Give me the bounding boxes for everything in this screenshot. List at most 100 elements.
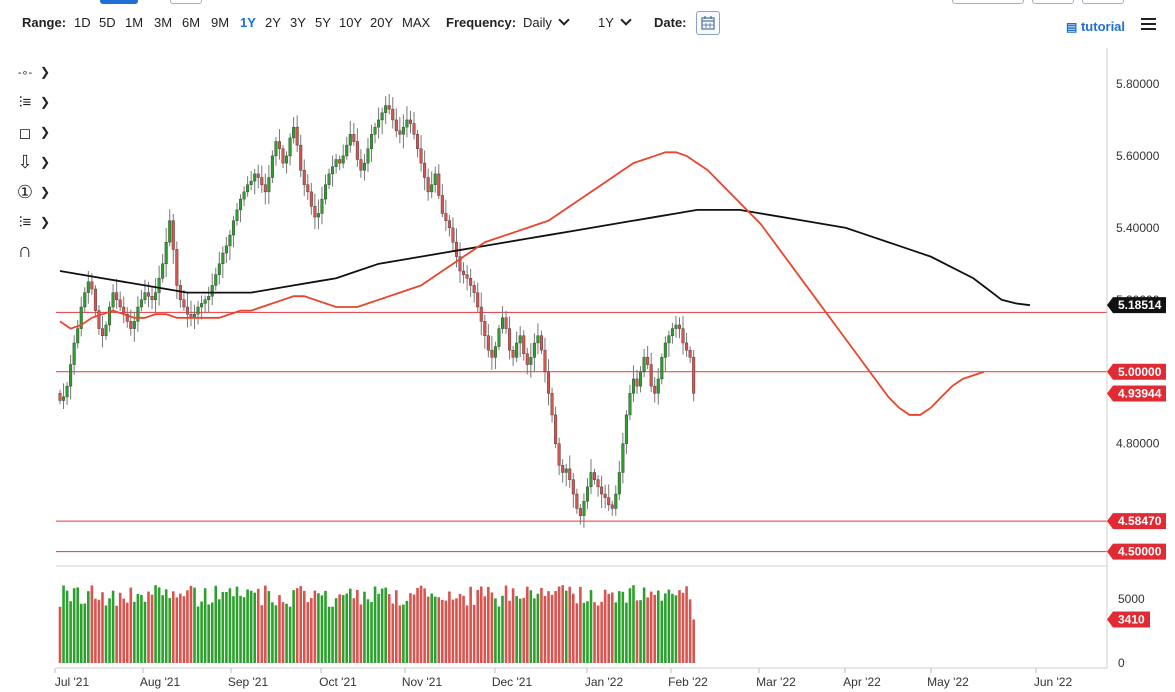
range-3m[interactable]: 3M	[154, 15, 173, 30]
volume-bar	[586, 601, 589, 663]
candle-body	[451, 227, 455, 243]
volume-bar	[295, 588, 299, 663]
candle-body	[246, 184, 250, 193]
range-9m[interactable]: 9M	[211, 15, 230, 30]
range-5d[interactable]: 5D	[99, 15, 116, 30]
volume-bar	[366, 599, 370, 663]
top-button[interactable]	[1032, 0, 1074, 4]
candle-body	[515, 342, 519, 358]
range-10y[interactable]: 10Y	[339, 15, 363, 30]
x-tick-label: Feb '22	[668, 675, 708, 689]
candle-body	[617, 472, 621, 495]
volume-bar	[97, 599, 101, 663]
volume-bar	[285, 603, 288, 663]
range-6m[interactable]: 6M	[182, 15, 201, 30]
tool-arrow[interactable]: ⇩ ❯	[12, 152, 52, 176]
volume-bar	[154, 585, 157, 663]
calendar-icon[interactable]	[696, 11, 720, 35]
candle-body	[649, 364, 653, 387]
candle-body	[228, 234, 232, 247]
tool-magnet[interactable]: ∩	[12, 240, 52, 266]
volume-bar	[189, 585, 193, 663]
volume-bar	[593, 602, 596, 663]
volume-bar	[228, 588, 232, 663]
top-button[interactable]	[952, 0, 1024, 4]
tutorial-link[interactable]: ▤ tutorial	[1066, 19, 1125, 34]
candle-body	[525, 353, 529, 365]
range-max[interactable]: MAX	[402, 15, 431, 30]
volume-bar	[341, 595, 345, 663]
candle-body	[621, 443, 625, 473]
top-button[interactable]	[170, 0, 202, 4]
range-2y[interactable]: 2Y	[265, 15, 281, 30]
volume-bar	[575, 603, 579, 663]
candle-body	[157, 278, 161, 293]
y-tick-label: 5.60000	[1116, 149, 1160, 163]
volume-bar	[518, 598, 522, 663]
volume-bar	[515, 596, 518, 663]
candle-body	[338, 159, 342, 164]
volume-bar	[533, 598, 536, 663]
candle-body	[656, 378, 660, 394]
volume-bar	[161, 595, 164, 663]
candle-body	[214, 274, 218, 286]
candle-body	[256, 173, 260, 178]
volume-bar	[115, 605, 118, 663]
top-strip	[0, 0, 1175, 6]
volume-bar	[642, 587, 646, 663]
range-1m[interactable]: 1M	[125, 15, 144, 30]
volume-bar	[377, 593, 380, 663]
volume-bar	[122, 598, 126, 663]
top-active-button[interactable]	[100, 0, 138, 4]
period-select[interactable]: 1Y	[598, 14, 632, 30]
candle-body	[440, 195, 444, 214]
candle-body	[504, 317, 508, 329]
volume-bar	[363, 591, 366, 663]
menu-icon[interactable]	[1141, 18, 1156, 33]
tool-number-marker[interactable]: ① ❯	[12, 182, 52, 206]
volume-bar	[540, 587, 543, 663]
volume-bar	[564, 590, 568, 663]
tool-trend-lines[interactable]: ⫶≡ ❯	[12, 92, 52, 116]
candle-body	[660, 357, 664, 380]
x-tick-label: May '22	[927, 675, 969, 689]
volume-bar	[607, 593, 610, 663]
range-1y[interactable]: 1Y	[240, 15, 256, 30]
range-1d[interactable]: 1D	[74, 15, 91, 30]
tool-crosshair[interactable]: -∘- ❯	[12, 62, 52, 86]
candle-body	[582, 501, 586, 516]
volume-bar	[674, 595, 678, 663]
candle-body	[221, 252, 225, 265]
range-5y[interactable]: 5Y	[315, 15, 331, 30]
moving-average-long-line	[59, 208, 1031, 307]
candle-body	[674, 324, 678, 329]
tool-rectangle[interactable]: ◻ ❯	[12, 122, 52, 146]
candle-body	[242, 191, 246, 200]
volume-bar	[476, 589, 480, 663]
candle-body	[508, 328, 512, 351]
candle-body	[628, 393, 632, 416]
volume-bar	[628, 588, 632, 663]
film-icon: ▤	[1066, 20, 1078, 34]
candle-body	[585, 486, 589, 502]
candle-body	[486, 335, 490, 351]
candle-body	[79, 306, 83, 329]
volume-bar	[79, 603, 83, 663]
candle-body	[355, 141, 359, 160]
volume-bar	[543, 595, 547, 663]
range-3y[interactable]: 3Y	[290, 15, 306, 30]
volume-bar	[550, 594, 554, 663]
candle-body	[352, 134, 356, 142]
tool-fibonacci[interactable]: ⫶≡ ❯	[12, 212, 52, 236]
candle-body	[426, 177, 430, 193]
candle-body	[72, 342, 76, 365]
top-button[interactable]	[1082, 0, 1124, 4]
candle-body	[277, 141, 281, 149]
candle-body	[161, 263, 165, 279]
frequency-select[interactable]: Daily	[523, 14, 570, 30]
volume-bar	[90, 585, 94, 663]
volume-bar	[370, 601, 373, 663]
volume-bar	[345, 593, 349, 663]
range-20y[interactable]: 20Y	[370, 15, 394, 30]
